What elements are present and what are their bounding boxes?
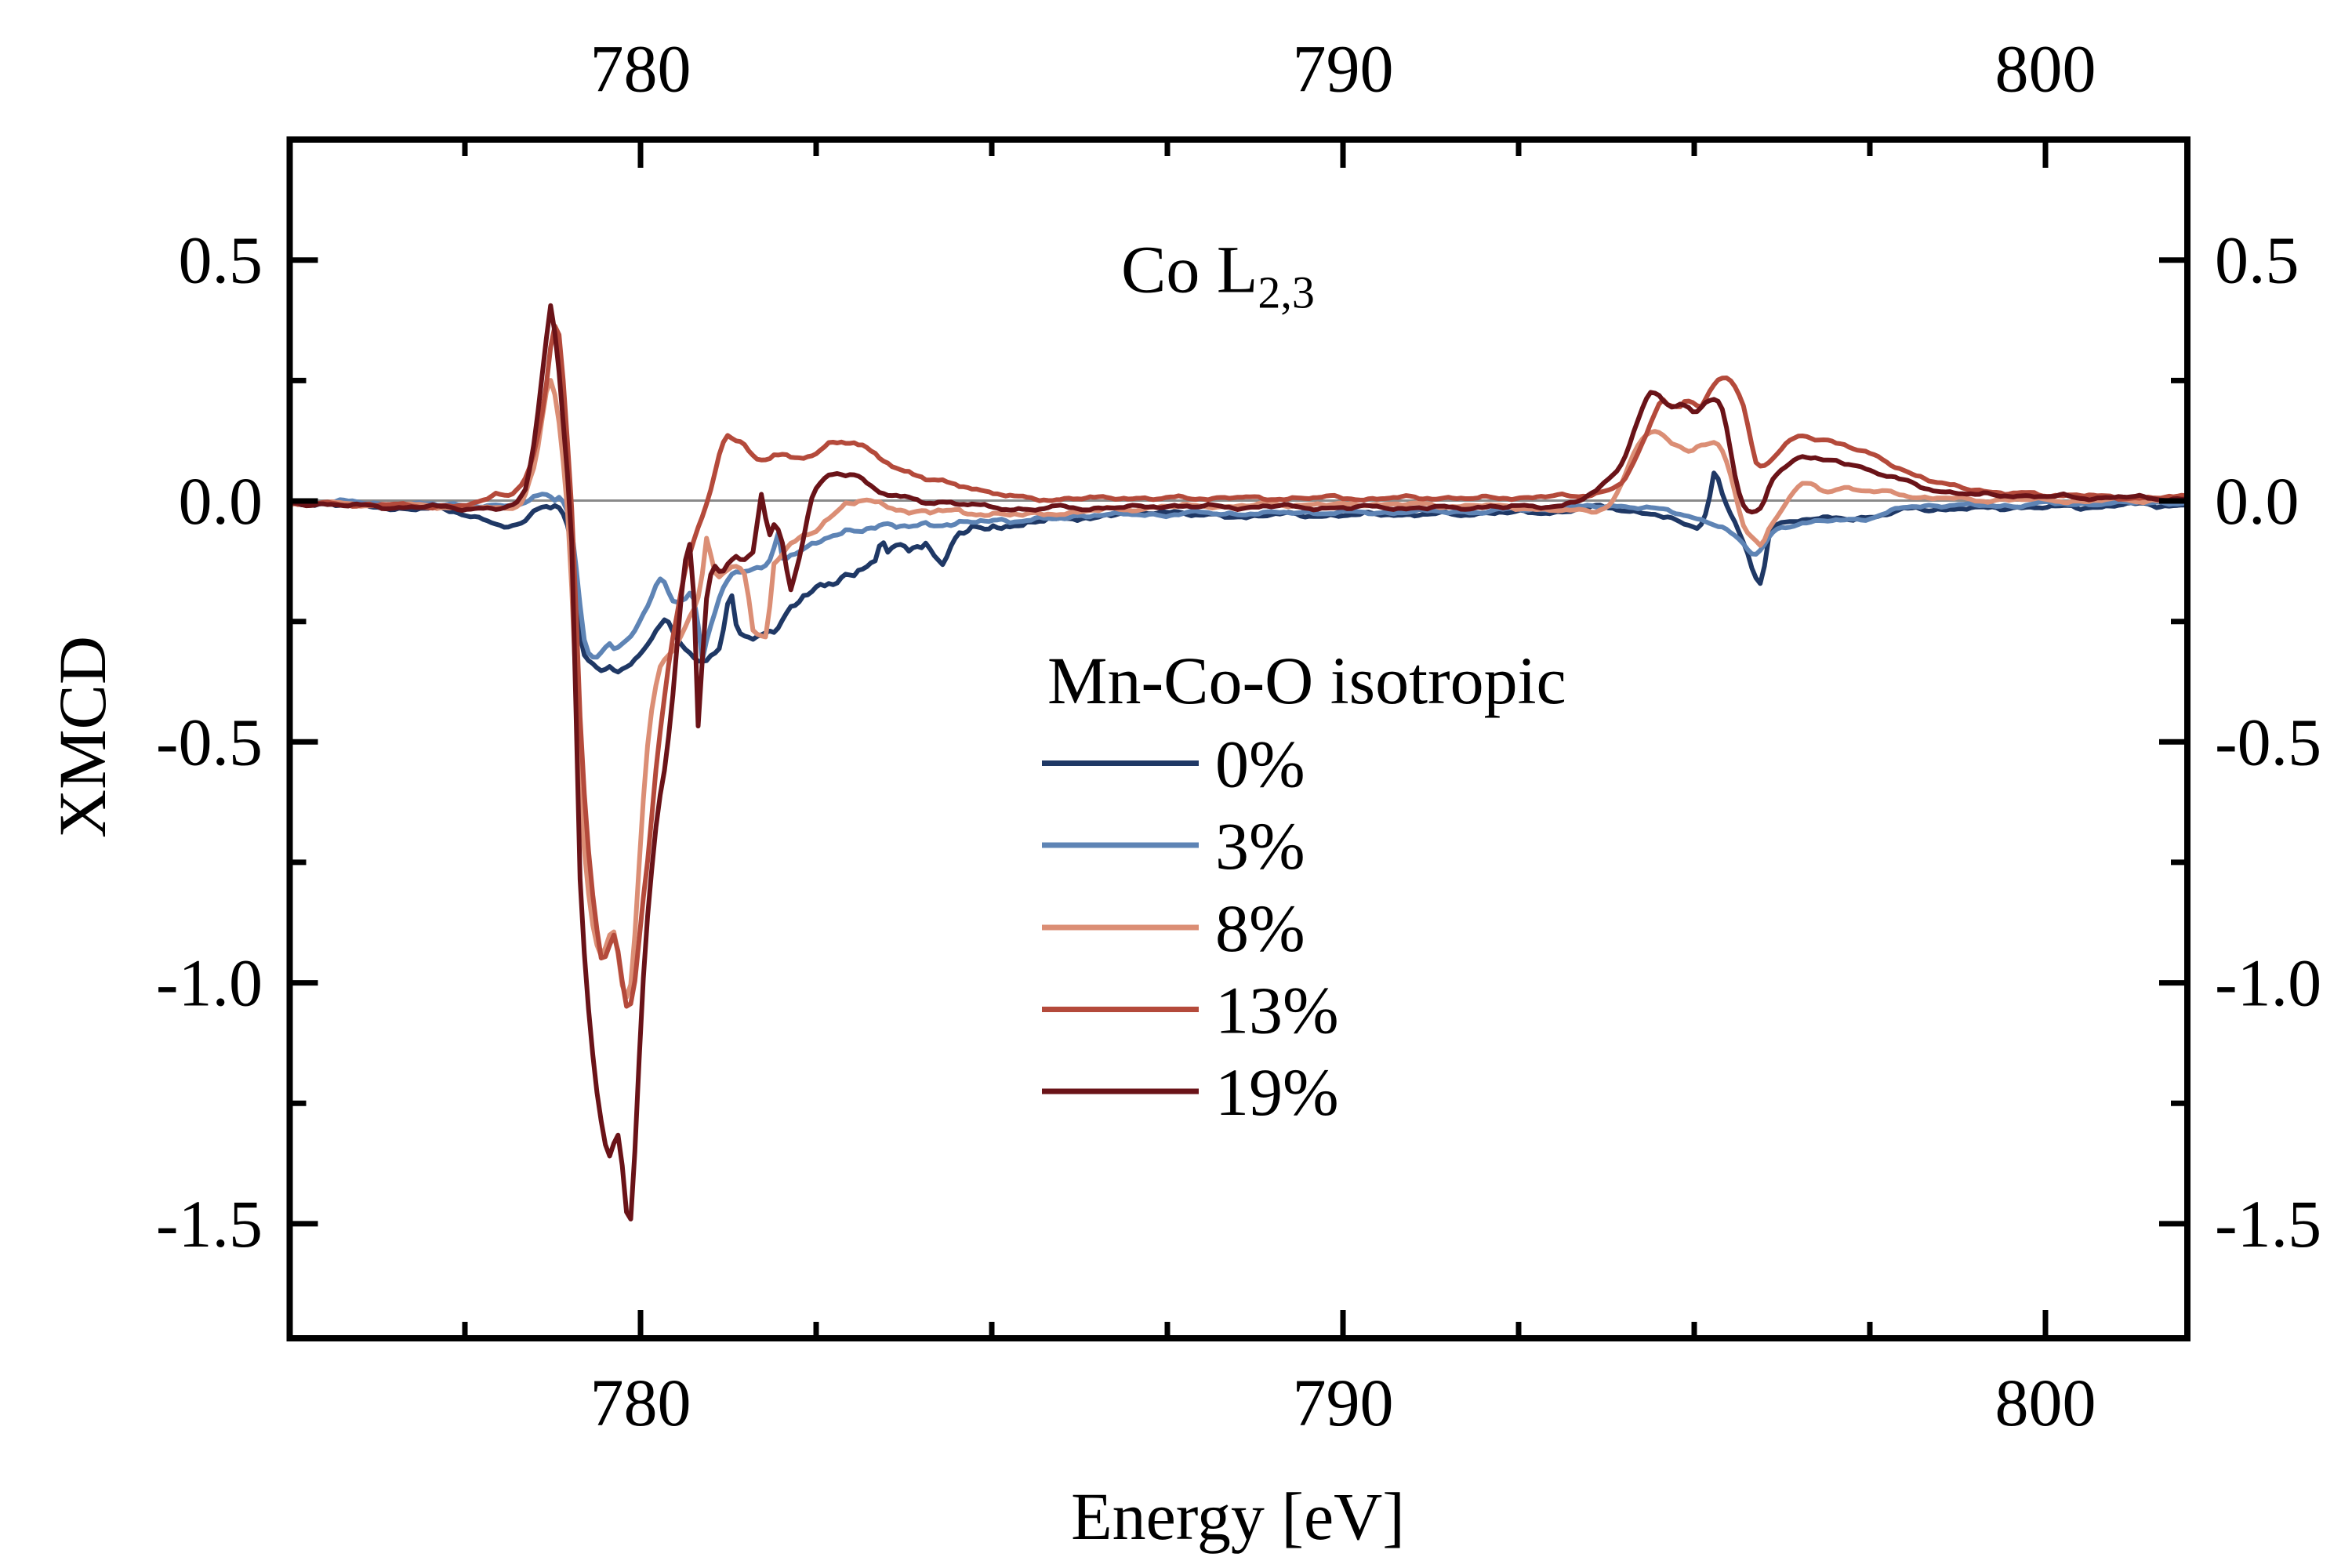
svg-text:13%: 13% [1215,973,1339,1048]
svg-text:0%: 0% [1215,727,1305,802]
svg-text:-0.5: -0.5 [2215,704,2321,779]
svg-text:790: 790 [1293,1365,1394,1440]
svg-text:0.0: 0.0 [179,463,263,539]
svg-text:800: 800 [1995,1365,2096,1440]
svg-text:780: 780 [590,1365,691,1440]
svg-text:XMCD: XMCD [45,636,120,838]
svg-text:800: 800 [1995,31,2096,107]
svg-text:-1.0: -1.0 [156,946,263,1021]
svg-text:-1.5: -1.5 [2215,1186,2321,1261]
svg-text:790: 790 [1293,31,1394,107]
svg-text:0.0: 0.0 [2215,463,2299,539]
svg-text:Mn-Co-O isotropic: Mn-Co-O isotropic [1047,643,1566,718]
svg-text:0.5: 0.5 [179,223,263,298]
svg-text:-0.5: -0.5 [156,704,263,779]
svg-text:3%: 3% [1215,808,1305,884]
svg-text:780: 780 [590,31,691,107]
svg-text:Energy [eV]: Energy [eV] [1071,1479,1405,1554]
svg-text:0.5: 0.5 [2215,223,2299,298]
svg-text:-1.5: -1.5 [156,1186,263,1261]
svg-text:8%: 8% [1215,891,1305,966]
svg-text:19%: 19% [1215,1054,1339,1130]
svg-text:-1.0: -1.0 [2215,946,2321,1021]
